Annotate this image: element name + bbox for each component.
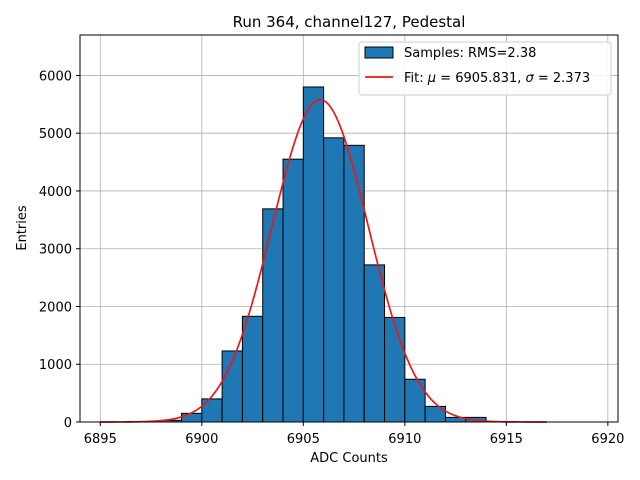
y-tick-label: 2000 [39,300,72,315]
legend-fit-mu-value: = 6905.831, [436,71,525,86]
y-tick-label: 6000 [39,69,72,84]
histogram-bar [282,158,304,423]
histogram-bar [241,315,264,423]
histogram-bar [384,316,406,423]
histogram-bar [201,398,223,423]
y-tick-label: 0 [64,416,72,431]
plot-frame [79,34,619,423]
legend-box [358,41,612,96]
x-tick-label: 6895 [84,432,117,447]
y-tick-label: 4000 [39,185,72,200]
y-tick-label: 1000 [39,358,72,373]
x-axis-ticks: 6895 6900 6905 6910 6915 6920 [84,422,624,447]
histogram-bar [262,208,284,423]
fit-curve [100,98,547,423]
legend-fit-sigma-value: = 2.373 [534,71,590,86]
x-tick-label: 6905 [287,432,320,447]
legend: Samples: RMS=2.38 Fit: μ = 6905.831, σ =… [358,41,612,96]
x-tick-label: 6920 [591,432,624,447]
histogram-bars [160,86,487,423]
y-axis-label: Entries [15,205,30,251]
legend-fit-prefix: Fit: [404,71,428,86]
legend-patch-samples [364,46,394,59]
histogram-bar [323,137,345,423]
y-axis-ticks: 0 1000 2000 3000 4000 5000 6000 [39,69,80,431]
histogram-bar [181,412,203,423]
legend-fit-sigma: σ [526,71,535,86]
x-tick-label: 6900 [185,432,218,447]
y-tick-label: 3000 [39,243,72,258]
chart-title: Run 364, channel127, Pedestal [233,13,466,31]
histogram-bar [404,378,426,423]
histogram-bar [302,86,325,423]
histogram-bar [343,144,365,423]
x-tick-label: 6910 [388,432,421,447]
legend-label-samples: Samples: RMS=2.38 [404,46,536,61]
legend-label-fit: Fit: μ = 6905.831, σ = 2.373 [404,71,590,86]
legend-fit-mu: μ [427,71,436,86]
x-tick-label: 6915 [490,432,523,447]
histogram-bar [363,264,386,423]
x-axis-label: ADC Counts [310,451,388,466]
y-tick-label: 5000 [39,127,72,142]
